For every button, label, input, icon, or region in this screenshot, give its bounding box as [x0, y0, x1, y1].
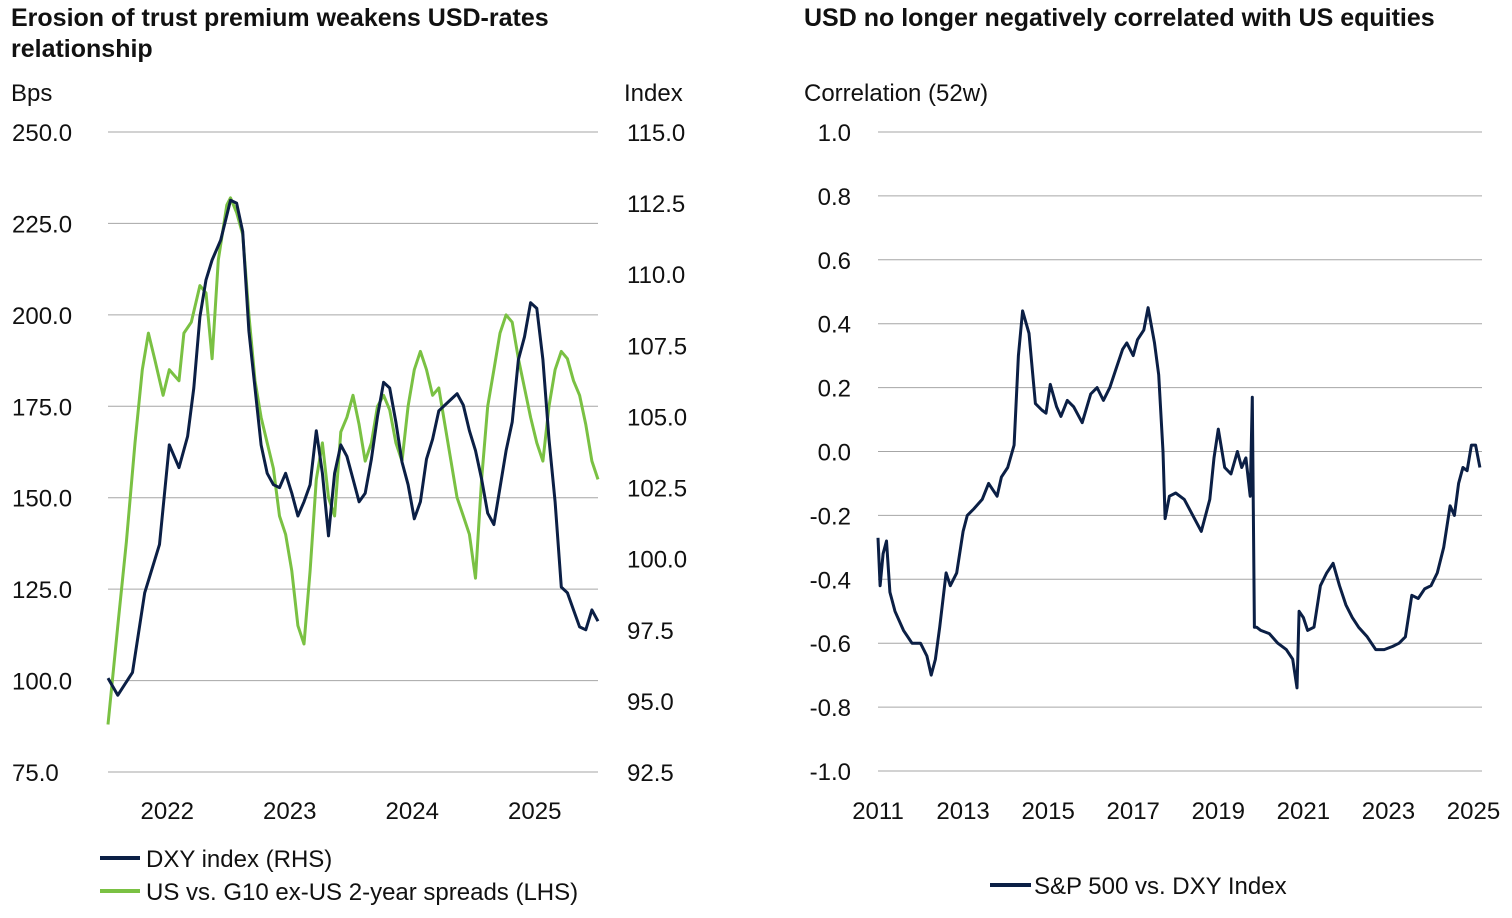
x-tick-label: 2015 [1021, 798, 1074, 825]
x-tick-label: 2019 [1192, 798, 1245, 825]
x-tick-label: 2024 [386, 798, 439, 825]
left-tick-label: 150.0 [12, 486, 72, 513]
y-tick-label: -0.4 [810, 567, 851, 594]
y-tick-label: 0.0 [818, 440, 851, 467]
legend-label: US vs. G10 ex-US 2-year spreads (LHS) [146, 879, 578, 906]
left-chart: Bps Index 250.0 225.0 200.0 175.0 150.0 125.0 10… [11, 80, 687, 906]
right-tick-label: 102.5 [627, 476, 687, 503]
y-tick-label: -0.8 [810, 695, 851, 722]
y-tick-label: 1.0 [818, 120, 851, 147]
right-tick-label: 97.5 [627, 618, 674, 645]
right-tick-label: 95.0 [627, 689, 674, 716]
left-tick-label: 200.0 [12, 303, 72, 330]
right-chart-title: USD no longer negatively correlated with… [804, 4, 1435, 32]
x-tick-label: 2025 [1447, 798, 1500, 825]
x-tick-label: 2022 [141, 798, 194, 825]
y-tick-label: 0.4 [818, 312, 851, 339]
y-axis-unit: Correlation (52w) [804, 80, 988, 107]
legend-label: DXY index (RHS) [146, 846, 332, 873]
left-tick-label: 75.0 [12, 760, 59, 787]
left-chart-title: Erosion of trust premium weakens USD-rat… [11, 4, 549, 63]
left-tick-label: 125.0 [12, 577, 72, 604]
left-tick-label: 100.0 [12, 669, 72, 696]
series-line-dxy-index [106, 198, 600, 697]
left-axis-unit: Bps [11, 80, 52, 107]
y-tick-label: 0.2 [818, 376, 851, 403]
x-tick-label: 2013 [936, 798, 989, 825]
x-tick-label: 2011 [852, 798, 904, 825]
y-tick-label: -0.6 [810, 631, 851, 658]
x-tick-label: 2017 [1107, 798, 1160, 825]
right-tick-label: 105.0 [627, 404, 687, 431]
right-tick-label: 112.5 [627, 191, 685, 218]
right-tick-label: 115.0 [627, 120, 685, 147]
right-tick-label: 107.5 [627, 333, 687, 360]
x-tick-label: 2021 [1277, 798, 1330, 825]
left-tick-label: 225.0 [12, 211, 72, 238]
y-tick-label: -0.2 [810, 503, 851, 530]
x-tick-label: 2025 [508, 798, 561, 825]
right-tick-label: 92.5 [627, 760, 674, 787]
x-tick-label: 2023 [263, 798, 316, 825]
right-tick-label: 110.0 [627, 262, 685, 289]
right-axis-unit: Index [624, 80, 683, 107]
series-line-sp500-dxy [876, 306, 1482, 690]
legend-label: S&P 500 vs. DXY Index [1034, 873, 1287, 900]
right-tick-label: 100.0 [627, 547, 687, 574]
y-tick-label: 0.8 [818, 184, 851, 211]
left-tick-label: 250.0 [12, 120, 72, 147]
x-tick-label: 2023 [1362, 798, 1415, 825]
left-tick-label: 175.0 [12, 394, 72, 421]
y-tick-label: 0.6 [818, 248, 851, 275]
y-tick-label: -1.0 [810, 759, 851, 786]
